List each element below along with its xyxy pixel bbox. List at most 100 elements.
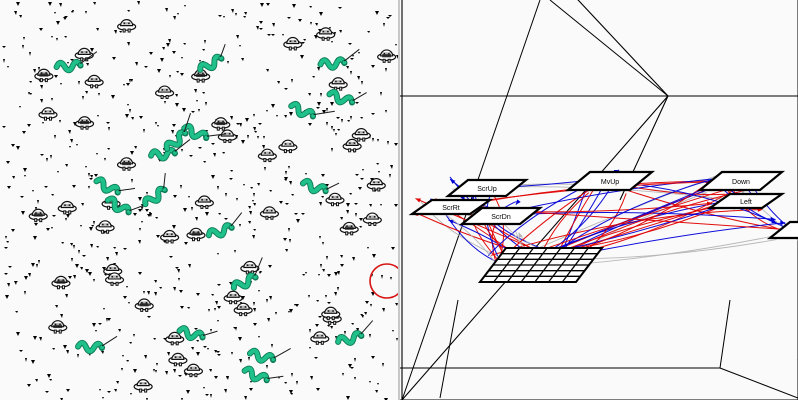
- mob-sprite[interactable]: [104, 272, 125, 286]
- node-plate[interactable]: [444, 178, 530, 198]
- graph-node-n-moveup[interactable]: MvUp: [564, 170, 656, 192]
- snake-sprite[interactable]: [227, 257, 270, 291]
- mob-sprite[interactable]: [84, 74, 104, 89]
- graph-node-n-left[interactable]: Left: [706, 192, 786, 210]
- mob-sprite[interactable]: [155, 85, 175, 99]
- mob-sprite[interactable]: [74, 116, 95, 130]
- mob-sprite[interactable]: [34, 68, 54, 83]
- mob-sprite[interactable]: [325, 192, 345, 207]
- map-dot: [96, 153, 98, 155]
- graph-node-n-up[interactable]: Up: [766, 220, 798, 240]
- mob-sprite[interactable]: [51, 275, 71, 290]
- snake-sprite[interactable]: [335, 320, 377, 346]
- graph-node-n-scrollrgt[interactable]: ScrRt: [408, 198, 494, 216]
- mob-sprite[interactable]: [377, 49, 397, 63]
- snake-sprite[interactable]: [241, 361, 284, 389]
- mob-sprite[interactable]: [183, 363, 204, 378]
- mob-sprite[interactable]: [278, 139, 298, 154]
- mob-sprite[interactable]: [240, 260, 260, 275]
- snake-sprite[interactable]: [181, 117, 227, 148]
- mob-eye-right: [202, 72, 204, 75]
- policy-graph-canvas[interactable]: ScrUp ScrRt ScrDn MvUp Down Left Up: [400, 0, 798, 400]
- mob-sprite[interactable]: [116, 157, 137, 171]
- snake-sprite[interactable]: [288, 93, 335, 127]
- map-dot: [360, 117, 363, 119]
- snake-sprite[interactable]: [195, 44, 232, 73]
- map-dot: [104, 158, 106, 161]
- mob-sprite[interactable]: [351, 128, 371, 142]
- mob-sprite[interactable]: [342, 138, 362, 153]
- mob-sprite[interactable]: [186, 227, 206, 242]
- graph-node-layer[interactable]: ScrUp ScrRt ScrDn MvUp Down Left Up: [408, 170, 798, 283]
- mob-sprite[interactable]: [257, 148, 277, 163]
- map-dot: [114, 30, 117, 34]
- mob-sprite[interactable]: [165, 331, 185, 346]
- mob-sprite[interactable]: [310, 331, 330, 345]
- map-dot: [236, 198, 238, 201]
- mob-sprite[interactable]: [321, 306, 341, 321]
- map-dot: [180, 185, 182, 189]
- mob-sprite[interactable]: [259, 206, 280, 220]
- mob-sprite[interactable]: [160, 229, 180, 244]
- snake-sprite[interactable]: [246, 338, 291, 367]
- map-dot: [6, 241, 9, 243]
- mob-sprite[interactable]: [168, 352, 188, 367]
- mob-sprite[interactable]: [283, 36, 303, 51]
- snake-sprite[interactable]: [93, 171, 136, 203]
- mob-sprite[interactable]: [211, 117, 231, 131]
- mob-sprite[interactable]: [194, 195, 214, 209]
- snake-sprite[interactable]: [205, 212, 246, 239]
- mob-leg-left: [288, 46, 292, 51]
- snake-sprite[interactable]: [148, 139, 192, 162]
- snake-sprite[interactable]: [75, 334, 118, 355]
- snake-sprite[interactable]: [53, 51, 98, 74]
- node-plate[interactable]: [458, 206, 544, 226]
- mob-sprite[interactable]: [316, 27, 336, 41]
- snake-sprite[interactable]: [326, 81, 367, 110]
- mob-sprite[interactable]: [57, 200, 77, 215]
- snake-head: [358, 332, 365, 339]
- mob-sprite[interactable]: [74, 47, 94, 62]
- observation-map-canvas[interactable]: [0, 0, 398, 400]
- snake-sprite[interactable]: [159, 113, 201, 152]
- mob-eye-right: [166, 89, 168, 91]
- snake-sprite[interactable]: [299, 172, 340, 198]
- mob-sprite[interactable]: [28, 208, 48, 223]
- mob-sprite[interactable]: [233, 302, 253, 317]
- snake-sprite[interactable]: [176, 321, 218, 345]
- mob-sprite[interactable]: [95, 220, 115, 234]
- mob-sprite[interactable]: [223, 290, 243, 305]
- map-dot: [129, 342, 132, 344]
- mob-sprite[interactable]: [362, 212, 382, 226]
- mob-sprite[interactable]: [328, 77, 348, 91]
- node-plate[interactable]: [706, 192, 786, 210]
- mob-sprite[interactable]: [38, 107, 58, 121]
- node-plate[interactable]: [766, 220, 798, 240]
- mob-sprite[interactable]: [134, 298, 154, 312]
- snake-sprite[interactable]: [317, 48, 361, 71]
- mob-sprite[interactable]: [48, 320, 68, 334]
- map-dot: [194, 89, 197, 93]
- mob-sprite-layer[interactable]: [28, 19, 397, 393]
- policy-graph-panel[interactable]: ScrUp ScrRt ScrDn MvUp Down Left Up: [400, 0, 798, 400]
- observation-map-panel[interactable]: [0, 0, 398, 400]
- graph-node-n-down[interactable]: Down: [696, 170, 786, 192]
- snake-sprite[interactable]: [104, 187, 147, 222]
- graph-node-n-scrolldn[interactable]: ScrDn: [458, 206, 544, 226]
- node-plate[interactable]: [696, 170, 786, 192]
- action-grid-plate[interactable]: [477, 247, 605, 283]
- mob-sprite[interactable]: [117, 19, 137, 33]
- mob-sprite[interactable]: [339, 221, 359, 236]
- map-dot: [21, 211, 25, 215]
- mob-sprite[interactable]: [366, 178, 386, 192]
- mob-eye-left: [383, 52, 386, 55]
- snake-sprite[interactable]: [137, 173, 175, 208]
- mob-sprite[interactable]: [133, 379, 153, 393]
- map-dot: [24, 291, 26, 295]
- node-plate[interactable]: [408, 198, 494, 216]
- graph-node-n-scrollup[interactable]: ScrUp: [444, 178, 530, 198]
- snake-body: [148, 147, 178, 161]
- mob-face-shade: [122, 160, 131, 163]
- snake-sprite-layer[interactable]: [53, 44, 377, 389]
- node-plate[interactable]: [564, 170, 656, 192]
